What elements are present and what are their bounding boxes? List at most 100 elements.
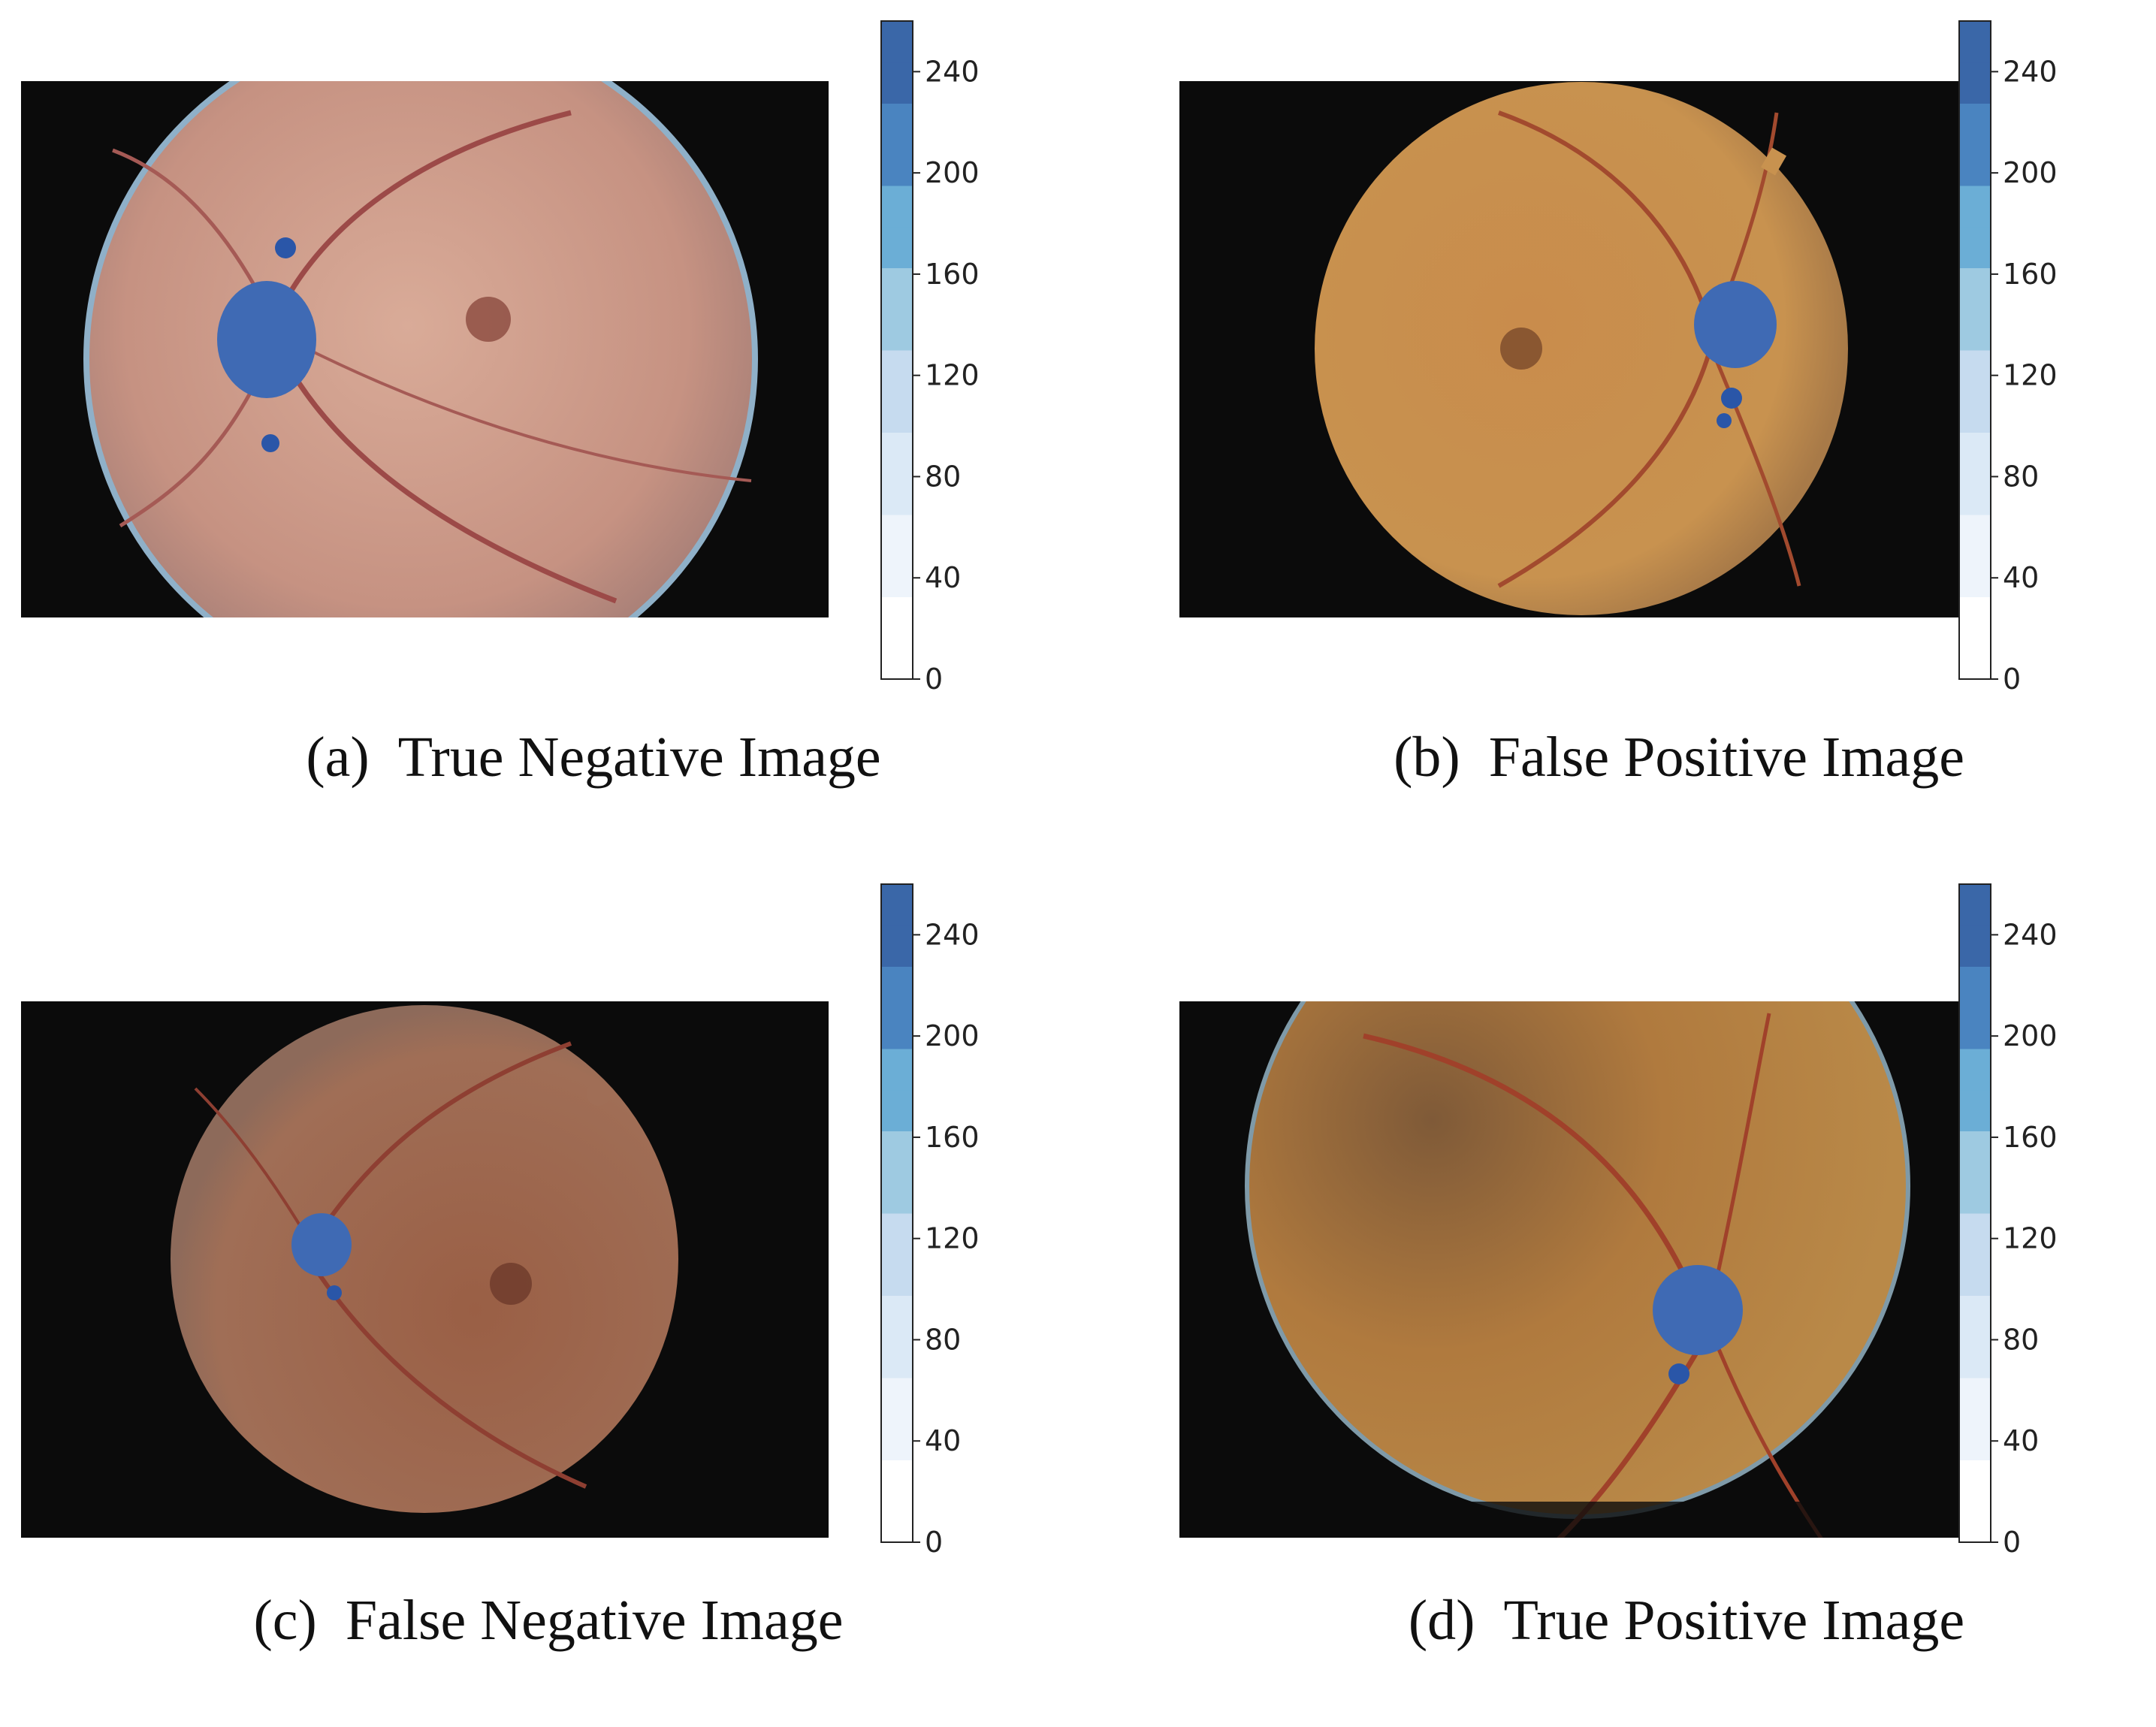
colorbar-band: [881, 1295, 913, 1337]
colorbar-band: [1959, 1418, 1991, 1460]
optic-disc-overlay: [1694, 281, 1777, 368]
colorbar-band: [881, 432, 913, 474]
colorbar-band: [881, 21, 913, 63]
colorbar-d: 0 40 80 120 160 200 240: [1958, 883, 2058, 1559]
colorbar-band: [881, 925, 913, 967]
colorbar-tick-label: 0: [2003, 1526, 2021, 1559]
colorbar-band: [1959, 1254, 1991, 1296]
colorbar-band: [1959, 638, 1991, 680]
colorbar-tick-label: 0: [925, 1526, 943, 1559]
colorbar-b: 0 40 80 120 160 200 240: [1958, 20, 2058, 696]
colorbar-tick-label: 240: [2003, 55, 2058, 88]
colorbar-tick-label: 40: [2003, 1424, 2039, 1457]
colorbar-tick-label: 120: [925, 359, 980, 392]
colorbar-tick-label: 200: [925, 1019, 980, 1052]
colorbar-band: [881, 309, 913, 351]
colorbar-band: [1959, 515, 1991, 557]
panel-d-figure: [1179, 1001, 1987, 1538]
colorbar-band: [881, 966, 913, 1008]
colorbar-band: [881, 1336, 913, 1378]
colorbar-tick-label: 80: [925, 460, 961, 493]
colorbar-tick-label: 80: [2003, 460, 2039, 493]
panel-d: 0 40 80 120 160 200 240 (d) True Positive Imag…: [1078, 863, 2156, 1726]
colorbar-band: [1959, 473, 1991, 515]
colorbar-band: [881, 1418, 913, 1460]
colorbar-band: [1959, 144, 1991, 186]
colorbar-tick-label: 160: [925, 258, 980, 291]
colorbar-band: [1959, 1049, 1991, 1091]
colorbar-tick-label: 40: [925, 561, 961, 594]
colorbar-tick-label: 200: [2003, 1019, 2058, 1052]
colorbar-frame: [880, 20, 913, 680]
colorbar-band: [1959, 62, 1991, 104]
colorbar-band: [1959, 884, 1991, 926]
colorbar-band: [1959, 1295, 1991, 1337]
colorbar-band: [1959, 391, 1991, 433]
colorbar-band: [1959, 21, 1991, 63]
fundus-image: [1179, 1001, 1987, 1538]
colorbar-band: [1959, 1089, 1991, 1131]
colorbar-band: [881, 144, 913, 186]
colorbar-band: [1959, 309, 1991, 351]
colorbar-band: [881, 226, 913, 268]
optic-disc-overlay: [291, 1213, 352, 1276]
colorbar-band: [881, 186, 913, 228]
panel-b-figure: [1179, 81, 1987, 617]
colorbar-band: [881, 515, 913, 557]
colorbar-band: [1959, 1336, 1991, 1378]
colorbar-tick-label: 200: [2003, 156, 2058, 189]
colorbar-tick-label: 240: [925, 918, 980, 951]
colorbar-band: [881, 1378, 913, 1420]
colorbar-tick-label: 40: [925, 1424, 961, 1457]
colorbar-frame: [1958, 883, 1991, 1543]
colorbar-band: [881, 1460, 913, 1502]
colorbar-band: [1959, 103, 1991, 145]
colorbar-tick-label: 40: [2003, 561, 2039, 594]
colorbar-band: [881, 596, 913, 639]
colorbar-band: [881, 473, 913, 515]
colorbar-band: [1959, 966, 1991, 1008]
colorbar-band: [1959, 596, 1991, 639]
panel-a: 0 40 80 120 160 200 240 (a) True Negative Imag…: [0, 0, 1078, 863]
colorbar-tick-label: 240: [2003, 918, 2058, 951]
colorbar-tick-label: 200: [925, 156, 980, 189]
colorbar-band: [1959, 432, 1991, 474]
colorbar-tick-label: 120: [925, 1222, 980, 1255]
colorbar-tick-label: 80: [2003, 1323, 2039, 1356]
panel-c: 0 40 80 120 160 200 240 (c) False Negative Ima…: [0, 863, 1078, 1726]
colorbar-tick-label: 80: [925, 1323, 961, 1356]
panel-c-figure: [21, 1001, 829, 1538]
caption-d: (d) True Positive Image: [1408, 1589, 1965, 1652]
colorbar-band: [881, 350, 913, 392]
caption-b: (b) False Positive Image: [1394, 726, 1964, 789]
colorbar-band: [1959, 1007, 1991, 1049]
colorbar-band: [881, 391, 913, 433]
colorbar-tick-label: 120: [2003, 359, 2058, 392]
colorbar-band: [881, 1213, 913, 1255]
colorbar-band: [881, 1049, 913, 1091]
colorbar: 0 40 80 120 160 200 240: [880, 20, 980, 696]
colorbar-band: [881, 884, 913, 926]
colorbar-band: [1959, 1213, 1991, 1255]
caption-c: (c) False Negative Image: [253, 1589, 844, 1652]
caption-a: (a) True Negative Image: [306, 726, 881, 789]
colorbar-tick-label: 0: [925, 663, 943, 696]
colorbar-band: [1959, 555, 1991, 597]
fundus-image: [171, 1005, 678, 1513]
colorbar-frame: [880, 883, 913, 1543]
panel-b: 0 40 80 120 160 200 240 (b) False Positive Ima…: [1078, 0, 2156, 863]
colorbar-tick-label: 160: [2003, 258, 2058, 291]
colorbar-band: [1959, 226, 1991, 268]
colorbar-band: [881, 267, 913, 309]
colorbar-band: [881, 1501, 913, 1543]
colorbar-band: [881, 103, 913, 145]
optic-disc-overlay: [1653, 1265, 1743, 1355]
colorbar-frame: [1958, 20, 1991, 680]
colorbar-tick-label: 160: [2003, 1121, 2058, 1154]
optic-disc-overlay: [217, 281, 316, 398]
colorbar-band: [881, 1254, 913, 1296]
colorbar-band: [1959, 1131, 1991, 1173]
colorbar-band: [1959, 267, 1991, 309]
colorbar-tick-label: 160: [925, 1121, 980, 1154]
fundus-image: [83, 81, 758, 617]
